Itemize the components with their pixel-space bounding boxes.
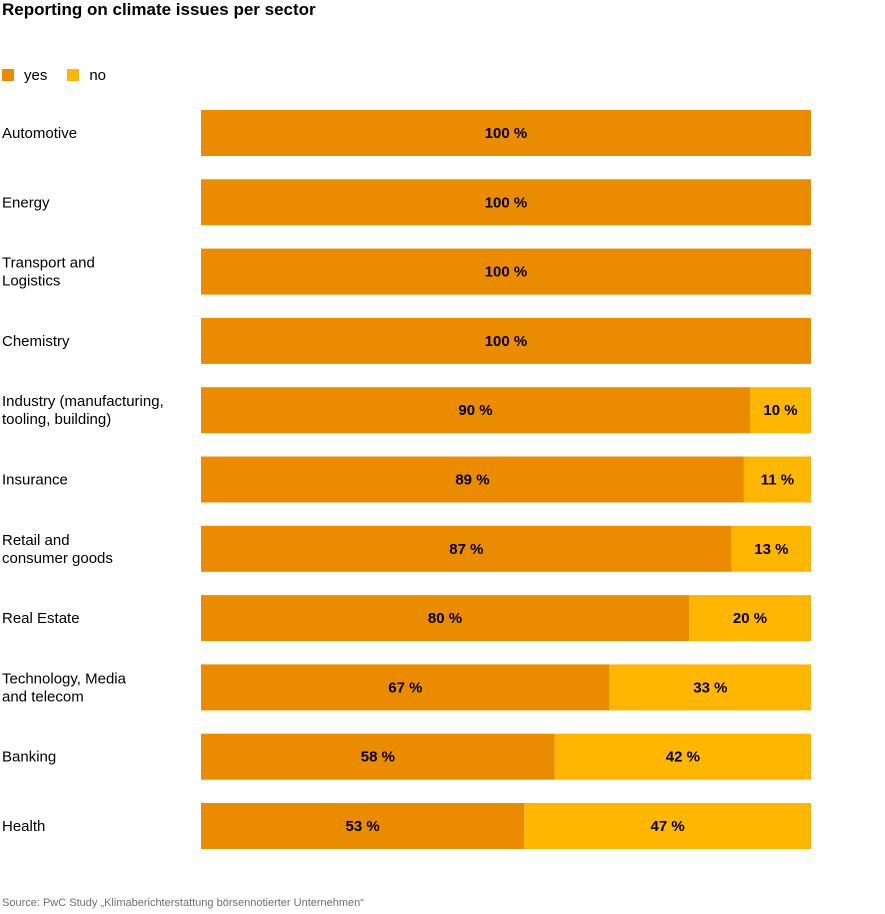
data-label-yes: 100 %	[485, 264, 528, 281]
category-label: Energy	[2, 194, 50, 211]
data-label-yes: 89 %	[455, 472, 489, 489]
bar-segment-yes	[201, 179, 811, 226]
chart-title: Reporting on climate issues per sector	[2, 0, 316, 19]
category-label: Industry (manufacturing, tooling, buildin…	[2, 393, 164, 428]
category-label: Banking	[2, 749, 56, 766]
category-label: Automotive	[2, 125, 77, 142]
data-label-no: 47 %	[651, 818, 685, 835]
bar-segment-no	[689, 595, 811, 642]
data-label-no: 13 %	[754, 541, 788, 558]
bar-segment-no	[743, 456, 811, 503]
data-label-yes: 87 %	[449, 541, 483, 558]
category-label: Real Estate	[2, 610, 80, 627]
legend-swatch-no	[67, 69, 80, 81]
data-label-no: 20 %	[733, 610, 767, 627]
legend-label-yes: yes	[24, 66, 48, 84]
category-label: Transport and Logistics	[2, 255, 95, 290]
category-label: Chemistry	[2, 333, 70, 350]
legend-swatch-yes	[2, 69, 14, 81]
source-note: Source: PwC Study „Klimaberichterstattun…	[2, 897, 364, 909]
bar-segment-yes	[201, 595, 689, 642]
data-label-no: 33 %	[693, 679, 727, 696]
bar-segment-yes	[201, 317, 811, 364]
bar-segment-yes	[201, 525, 732, 572]
data-label-yes: 100 %	[485, 194, 528, 211]
bar-segment-no	[554, 733, 811, 780]
legend-label-no: no	[89, 66, 107, 84]
bar-segment-yes	[201, 803, 525, 849]
data-label-yes: 90 %	[458, 402, 492, 419]
data-label-yes: 67 %	[388, 679, 422, 696]
data-label-no: 11 %	[761, 472, 794, 489]
bar-segment-yes	[201, 733, 555, 780]
stacked-bar-chart: Automotive 100 % Energy 100 % Transport and L…	[2, 110, 811, 849]
data-label-yes: 100 %	[485, 125, 528, 142]
legend: yes no	[2, 65, 126, 85]
bar-segment-no	[524, 803, 811, 849]
legend-item-yes: yes	[2, 67, 47, 84]
data-label-yes: 100 %	[485, 333, 528, 350]
bar-segment-yes	[201, 387, 750, 434]
bar-segment-no	[731, 525, 811, 572]
data-label-no: 42 %	[666, 749, 700, 766]
bar-segment-no	[609, 664, 811, 711]
data-label-no: 10 %	[763, 402, 797, 419]
category-label: Health	[2, 818, 45, 835]
bar-segment-no	[750, 387, 811, 434]
category-label: Insurance	[2, 472, 68, 489]
category-label: Retail and consumer goods	[2, 532, 113, 567]
bar-segment-yes	[201, 456, 744, 503]
category-label: Technology, Media and telecom	[2, 670, 127, 705]
data-label-yes: 53 %	[346, 818, 380, 835]
data-label-yes: 80 %	[428, 610, 462, 627]
bar-segment-yes	[201, 664, 610, 711]
data-label-yes: 58 %	[361, 749, 395, 766]
bar-segment-yes	[201, 110, 811, 156]
bar-segment-yes	[201, 248, 811, 295]
legend-item-no: no	[67, 67, 106, 84]
